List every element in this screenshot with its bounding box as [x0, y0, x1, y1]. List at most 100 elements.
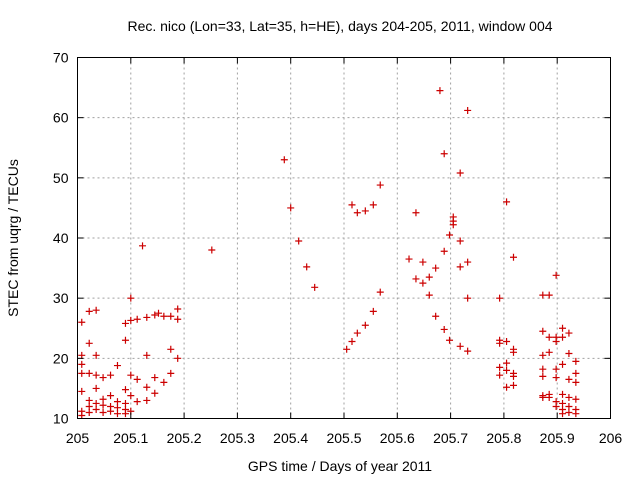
axis-ticks — [77, 57, 611, 419]
data-point — [464, 106, 472, 114]
data-point — [208, 246, 216, 254]
data-point — [446, 336, 454, 344]
data-point — [127, 316, 135, 324]
data-point — [160, 312, 168, 320]
data-point — [539, 327, 547, 335]
data-point — [572, 395, 580, 403]
data-point — [78, 351, 86, 359]
data-point — [92, 351, 100, 359]
data-point — [107, 407, 115, 415]
data-point — [539, 365, 547, 373]
data-point — [143, 351, 151, 359]
data-point — [496, 371, 504, 379]
data-point — [412, 209, 420, 217]
data-point — [565, 393, 573, 401]
data-point — [545, 291, 553, 299]
x-tick-label: 205.1 — [113, 430, 148, 446]
data-point — [121, 399, 129, 407]
data-point — [545, 393, 553, 401]
data-point — [280, 156, 288, 164]
data-point — [361, 207, 369, 215]
data-point — [559, 399, 567, 407]
data-point — [99, 374, 107, 382]
data-point — [456, 263, 464, 271]
data-point — [503, 198, 511, 206]
data-point — [113, 398, 121, 406]
data-point — [369, 201, 377, 209]
data-point — [440, 325, 448, 333]
data-point — [143, 313, 151, 321]
data-point — [99, 401, 107, 409]
y-tick-label: 50 — [53, 170, 69, 186]
data-point — [496, 294, 504, 302]
data-point — [376, 288, 384, 296]
data-point — [565, 350, 573, 358]
data-point — [545, 333, 553, 341]
data-point — [121, 410, 129, 418]
data-point — [353, 209, 361, 217]
data-point — [92, 306, 100, 314]
data-point — [167, 369, 175, 377]
y-tick-label: 60 — [53, 110, 69, 126]
data-point — [139, 242, 147, 250]
data-point — [85, 396, 93, 404]
x-tick-label: 205.9 — [540, 430, 575, 446]
data-point — [539, 393, 547, 401]
data-point — [85, 402, 93, 410]
data-point — [85, 339, 93, 347]
data-point — [539, 372, 547, 380]
data-point — [376, 181, 384, 189]
data-point — [509, 253, 517, 261]
data-point — [539, 351, 547, 359]
data-point — [311, 283, 319, 291]
data-point — [127, 392, 135, 400]
y-tick-label: 70 — [53, 50, 69, 66]
y-tick-labels: 10 20 30 40 50 60 70 — [53, 50, 69, 427]
data-point — [449, 221, 457, 229]
chart-title: Rec. nico (Lon=33, Lat=35, h=HE), days 2… — [127, 18, 552, 34]
data-point — [295, 237, 303, 245]
data-point — [160, 378, 168, 386]
data-point — [127, 294, 135, 302]
data-point — [99, 395, 107, 403]
x-tick-label: 205 — [66, 430, 90, 446]
data-point — [85, 408, 93, 416]
data-point — [121, 386, 129, 394]
data-point — [92, 399, 100, 407]
data-point — [432, 264, 440, 272]
data-point — [456, 237, 464, 245]
data-point — [92, 371, 100, 379]
data-point — [113, 410, 121, 418]
data-point — [559, 333, 567, 341]
data-point — [353, 329, 361, 337]
data-point — [419, 279, 427, 287]
x-tick-label: 205.2 — [167, 430, 202, 446]
data-point — [446, 231, 454, 239]
data-point — [464, 294, 472, 302]
data-point — [107, 371, 115, 379]
data-point — [167, 312, 175, 320]
x-tick-label: 205.3 — [220, 430, 255, 446]
data-point — [456, 342, 464, 350]
data-points — [78, 87, 580, 419]
data-point — [436, 87, 444, 95]
data-point — [559, 390, 567, 398]
data-point — [405, 255, 413, 263]
data-point — [121, 319, 129, 327]
data-point — [565, 408, 573, 416]
data-point — [565, 402, 573, 410]
y-tick-label: 20 — [53, 350, 69, 366]
x-tick-label: 205.8 — [486, 430, 521, 446]
x-axis-title: GPS time / Days of year 2011 — [248, 458, 432, 474]
data-point — [425, 273, 433, 281]
data-point — [425, 291, 433, 299]
data-point — [133, 375, 141, 383]
data-point — [113, 404, 121, 412]
data-point — [509, 381, 517, 389]
y-tick-label: 40 — [53, 230, 69, 246]
data-point — [503, 383, 511, 391]
data-point — [78, 318, 86, 326]
data-point — [174, 315, 182, 323]
data-point — [78, 411, 86, 419]
